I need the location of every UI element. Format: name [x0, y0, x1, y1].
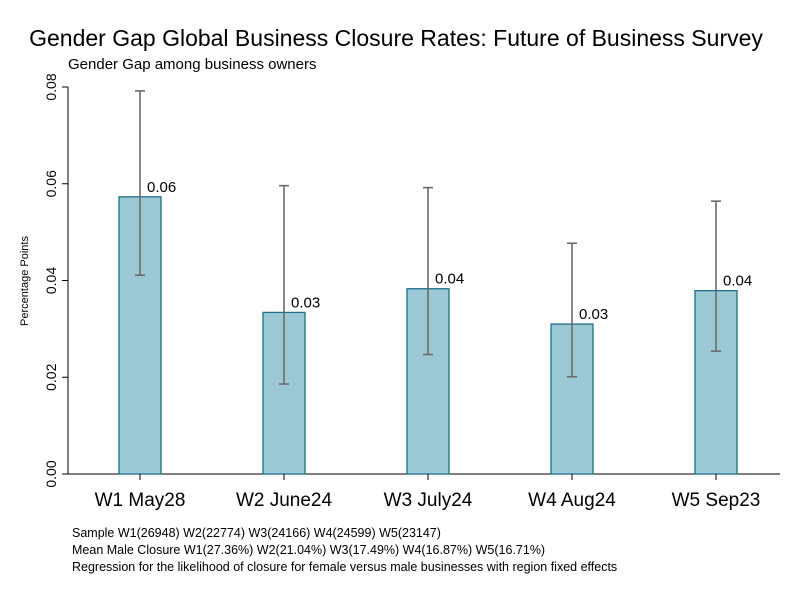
chart-title: Gender Gap Global Business Closure Rates… [29, 25, 763, 51]
x-tick-label: W1 May28 [95, 490, 186, 511]
y-tick-label: 0.00 [43, 460, 59, 487]
note-mean-male-closure: Mean Male Closure W1(27.36%) W2(21.04%) … [72, 543, 546, 557]
y-tick-label: 0.04 [43, 267, 59, 294]
y-tick-label: 0.08 [43, 73, 59, 100]
y-tick-label: 0.06 [43, 170, 59, 197]
data-label: 0.04 [435, 271, 464, 288]
y-tick-label: 0.02 [43, 363, 59, 390]
data-label: 0.04 [723, 273, 752, 290]
data-label: 0.03 [579, 306, 608, 323]
data-label: 0.06 [147, 179, 176, 196]
chart-notes: Sample W1(26948) W2(22774) W3(24166) W4(… [72, 525, 617, 576]
x-tick-label: W4 Aug24 [528, 490, 616, 511]
note-sample-sizes: Sample W1(26948) W2(22774) W3(24166) W4(… [72, 526, 441, 540]
x-tick-label: W5 Sep23 [672, 490, 761, 511]
x-tick-label: W2 June24 [236, 490, 333, 511]
data-label: 0.03 [291, 294, 320, 311]
note-regression: Regression for the likelihood of closure… [72, 560, 618, 574]
y-axis-label: Percentage Points [19, 236, 31, 326]
x-tick-label: W3 July24 [384, 490, 473, 511]
chart-subtitle: Gender Gap among business owners [68, 56, 316, 73]
